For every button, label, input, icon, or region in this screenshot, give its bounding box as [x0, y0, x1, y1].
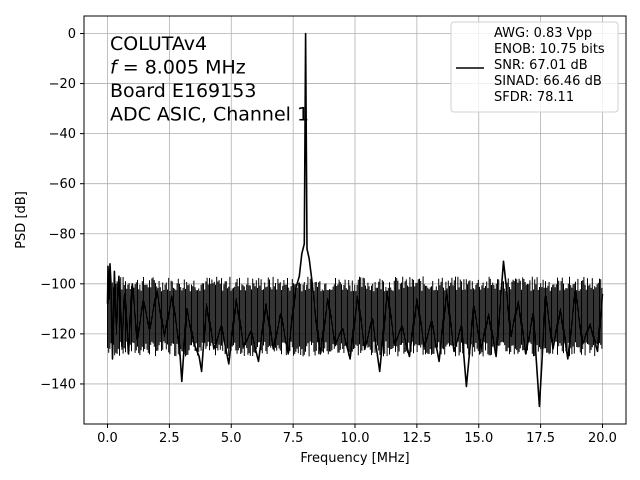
x-tick-label: 12.5	[402, 431, 431, 446]
plot-area	[106, 32, 604, 408]
legend-entry-line: SINAD: 66.46 dB	[494, 74, 602, 89]
legend-entry-line: SFDR: 78.11	[494, 90, 574, 105]
y-axis: 0 −20 −40 −60 −80 −100 −120 −140	[40, 27, 84, 392]
y-tick-label: −100	[40, 277, 76, 292]
frequency-symbol: f	[110, 57, 123, 79]
y-tick-label: 0	[68, 27, 76, 42]
legend-entry-line: AWG: 0.83 Vpp	[494, 26, 592, 41]
y-axis-label: PSD [dB]	[14, 191, 29, 249]
x-tick-label: 7.5	[283, 431, 304, 446]
x-tick-label: 5.0	[221, 431, 242, 446]
annotation-line: COLUTAv4	[110, 33, 207, 55]
legend-box	[450, 21, 619, 113]
legend-entry-line: SNR: 67.01 dB	[494, 58, 588, 73]
y-tick-label: −20	[49, 77, 76, 92]
noise-floor-band	[107, 276, 603, 357]
y-tick-label: −140	[40, 377, 76, 392]
legend-entry-line: ENOB: 10.75 bits	[494, 42, 605, 57]
x-axis: 0.0 2.5 5.0 7.5 10.0 12.5 15.0 17.5 20.0	[97, 424, 617, 446]
y-tick-label: −80	[49, 227, 76, 242]
frequency-value: = 8.005 MHz	[123, 57, 246, 79]
y-tick-label: −120	[40, 327, 76, 342]
annotation-line: Board E169153	[110, 80, 256, 102]
annotation-line: f = 8.005 MHz	[110, 57, 246, 79]
y-tick-label: −40	[49, 127, 76, 142]
x-tick-label: 10.0	[341, 431, 370, 446]
x-tick-label: 20.0	[588, 431, 617, 446]
x-tick-label: 2.5	[159, 431, 180, 446]
grid	[84, 16, 626, 424]
y-tick-label: −60	[49, 177, 76, 192]
x-tick-label: 15.0	[464, 431, 493, 446]
x-tick-label: 17.5	[526, 431, 555, 446]
annotation-line: ADC ASIC, Channel 1	[110, 104, 309, 126]
x-axis-label: Frequency [MHz]	[300, 451, 409, 466]
x-tick-label: 0.0	[97, 431, 118, 446]
